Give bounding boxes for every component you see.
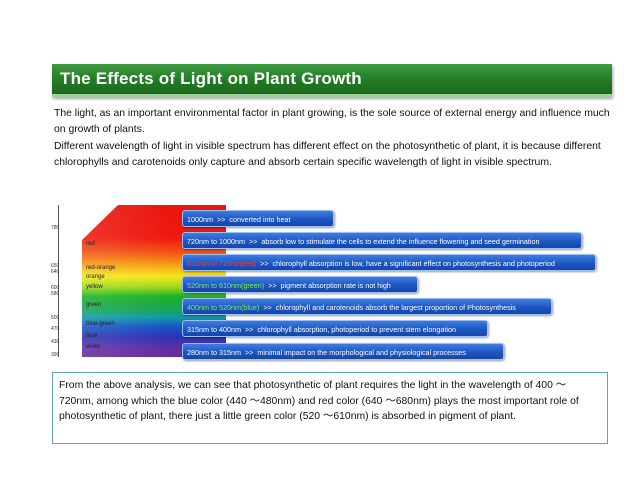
band-bar-315-400nm: 315nm to 400nm >> chlorophyll absorption… <box>182 320 488 337</box>
spectrum-color-label: blue <box>86 333 98 339</box>
band-bar-610-720nm: 610nm to 720nm(red) >> chlorophyll absor… <box>182 254 596 271</box>
band-range: 720nm to 1000nm <box>187 237 245 246</box>
spectrum-color-label: orange <box>86 274 105 280</box>
band-arrow: >> <box>216 215 226 224</box>
band-description: absorb low to stimulate the cells to ext… <box>261 237 540 246</box>
band-range: 280nm to 315nm <box>187 348 241 357</box>
page-title: The Effects of Light on Plant Growth <box>60 69 362 88</box>
band-bar-280-315nm: 280nm to 315nm >> minimal impact on the … <box>182 343 504 360</box>
title-banner: The Effects of Light on Plant Growth <box>52 64 612 97</box>
intro-paragraph: The light, as an important environmental… <box>54 108 610 135</box>
spectrum-paragraph: Different wavelength of light in visible… <box>54 141 601 168</box>
wavelength-axis: 780 650 640 600 580 500 470 430 390 <box>51 205 66 367</box>
tick-label: 640 <box>51 269 60 275</box>
tick-label: 430 <box>51 339 60 345</box>
band-range: 610nm to 720nm(red) <box>187 259 257 268</box>
band-description: minimal impact on the morphological and … <box>257 348 466 357</box>
spectrum-color-label: blue-green <box>86 321 115 327</box>
spectrum-color-label: yellow <box>86 284 103 290</box>
spectrum-color-label: red-orange <box>86 265 116 271</box>
tick-label: 600 <box>51 285 60 291</box>
spectrum-color-label: green <box>86 302 102 308</box>
tick-label: 470 <box>51 326 60 332</box>
band-bar-520-610nm: 520nm to 610nm(green) >> pigment absorpt… <box>182 276 418 293</box>
band-arrow: >> <box>260 259 269 268</box>
band-range: 1000nm <box>187 215 213 224</box>
spectrum-color-label: red <box>86 241 95 247</box>
band-arrow: >> <box>244 325 254 334</box>
band-description: chlorophyll and carotenoids absorb the l… <box>275 303 516 312</box>
band-description: chlorophyll absorption, photoperiod to p… <box>257 325 456 334</box>
tick-label: 390 <box>51 352 60 358</box>
light-spectrum-diagram: 780 650 640 600 580 500 470 430 390 red … <box>51 205 608 367</box>
band-description: converted into heat <box>229 215 291 224</box>
band-bar-720-1000nm: 720nm to 1000nm >> absorb low to stimula… <box>182 232 582 249</box>
tick-label: 780 <box>51 225 60 231</box>
conclusion-text: From the above analysis, we can see that… <box>59 380 579 422</box>
conclusion-box: From the above analysis, we can see that… <box>52 372 608 444</box>
band-arrow: >> <box>263 303 272 312</box>
band-description: chlorophyll absorption is low, have a si… <box>272 259 555 268</box>
tick-label: 650 <box>51 263 60 269</box>
band-arrow: >> <box>268 281 277 290</box>
band-arrow: >> <box>248 237 258 246</box>
band-range: 400nm to 520nm(blue) <box>187 303 260 312</box>
band-range: 315nm to 400nm <box>187 325 241 334</box>
tick-label: 580 <box>51 291 60 297</box>
band-range: 520nm to 610nm(green) <box>187 281 265 290</box>
tick-label: 500 <box>51 315 60 321</box>
band-bar-400-520nm: 400nm to 520nm(blue) >> chlorophyll and … <box>182 298 552 315</box>
band-description: pigment absorption rate is not high <box>280 281 391 290</box>
spectrum-color-label: violet <box>86 344 101 350</box>
band-bar-1000nm: 1000nm >> converted into heat <box>182 210 334 227</box>
band-arrow: >> <box>244 348 254 357</box>
